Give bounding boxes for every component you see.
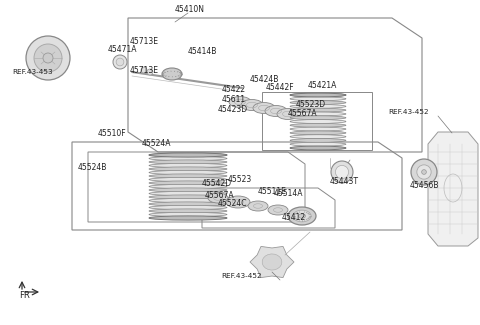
- Text: 45422: 45422: [222, 85, 246, 95]
- Text: 45524C: 45524C: [218, 200, 248, 209]
- Text: 45412: 45412: [282, 214, 306, 223]
- Text: 45542D: 45542D: [202, 179, 232, 188]
- Ellipse shape: [149, 163, 227, 168]
- Ellipse shape: [149, 191, 227, 196]
- Ellipse shape: [293, 210, 311, 222]
- Ellipse shape: [290, 97, 346, 101]
- Ellipse shape: [149, 209, 227, 213]
- Text: 45524A: 45524A: [142, 139, 171, 149]
- Text: REF.43-452: REF.43-452: [222, 273, 262, 279]
- Ellipse shape: [241, 99, 263, 111]
- Ellipse shape: [290, 138, 346, 142]
- Ellipse shape: [268, 205, 288, 215]
- Ellipse shape: [290, 135, 346, 138]
- Text: 45523D: 45523D: [296, 100, 326, 110]
- Ellipse shape: [253, 102, 275, 113]
- Ellipse shape: [229, 97, 251, 108]
- Text: 45524B: 45524B: [78, 163, 108, 173]
- Ellipse shape: [331, 161, 353, 183]
- Text: 45567A: 45567A: [288, 110, 318, 119]
- Text: 45471A: 45471A: [108, 46, 137, 55]
- Text: REF.43-453: REF.43-453: [12, 69, 53, 75]
- Text: 45510F: 45510F: [98, 129, 127, 138]
- Ellipse shape: [149, 188, 227, 192]
- Text: FR: FR: [19, 291, 30, 300]
- Ellipse shape: [277, 109, 299, 120]
- Ellipse shape: [290, 142, 346, 146]
- Ellipse shape: [290, 112, 346, 116]
- Ellipse shape: [411, 159, 437, 185]
- Ellipse shape: [149, 202, 227, 206]
- Ellipse shape: [149, 198, 227, 202]
- Text: 45514A: 45514A: [274, 189, 303, 199]
- Text: 45456B: 45456B: [410, 181, 440, 190]
- Ellipse shape: [421, 170, 426, 174]
- Ellipse shape: [149, 181, 227, 185]
- Ellipse shape: [26, 36, 70, 80]
- Ellipse shape: [43, 53, 53, 63]
- Text: 45523: 45523: [228, 176, 252, 185]
- Ellipse shape: [147, 69, 153, 75]
- Text: 45567A: 45567A: [205, 191, 235, 201]
- Ellipse shape: [290, 93, 346, 97]
- Ellipse shape: [226, 196, 250, 208]
- Ellipse shape: [149, 167, 227, 171]
- Polygon shape: [428, 132, 478, 246]
- Ellipse shape: [149, 153, 227, 157]
- Ellipse shape: [162, 68, 182, 80]
- Polygon shape: [262, 254, 282, 270]
- Ellipse shape: [149, 160, 227, 164]
- Text: 45442F: 45442F: [266, 84, 295, 93]
- Ellipse shape: [149, 216, 227, 220]
- Text: 45410N: 45410N: [175, 6, 205, 15]
- Text: 45424B: 45424B: [250, 75, 279, 84]
- Ellipse shape: [290, 131, 346, 135]
- Ellipse shape: [290, 108, 346, 112]
- Ellipse shape: [290, 146, 346, 150]
- Polygon shape: [250, 246, 294, 278]
- Ellipse shape: [149, 156, 227, 161]
- Ellipse shape: [288, 207, 316, 225]
- Ellipse shape: [248, 201, 268, 211]
- Ellipse shape: [290, 104, 346, 108]
- Text: 45611: 45611: [222, 96, 246, 105]
- Ellipse shape: [113, 55, 127, 69]
- Ellipse shape: [265, 106, 287, 116]
- Text: REF.43-452: REF.43-452: [388, 109, 429, 115]
- Text: 45421A: 45421A: [308, 82, 337, 90]
- Ellipse shape: [290, 101, 346, 104]
- Ellipse shape: [149, 184, 227, 188]
- Ellipse shape: [149, 170, 227, 175]
- Ellipse shape: [290, 127, 346, 131]
- Ellipse shape: [417, 165, 431, 179]
- Ellipse shape: [149, 177, 227, 182]
- Ellipse shape: [149, 213, 227, 216]
- Text: 45511E: 45511E: [258, 188, 287, 197]
- Ellipse shape: [290, 124, 346, 127]
- Ellipse shape: [208, 193, 228, 203]
- Ellipse shape: [149, 205, 227, 210]
- Ellipse shape: [299, 214, 305, 218]
- Ellipse shape: [149, 174, 227, 178]
- Text: 45713E: 45713E: [130, 66, 159, 74]
- Ellipse shape: [290, 120, 346, 124]
- Ellipse shape: [141, 67, 147, 73]
- Ellipse shape: [116, 58, 124, 66]
- Ellipse shape: [290, 116, 346, 120]
- Ellipse shape: [149, 153, 227, 157]
- Ellipse shape: [290, 93, 346, 97]
- Ellipse shape: [149, 195, 227, 199]
- Text: 45423D: 45423D: [218, 106, 248, 114]
- Text: 45443T: 45443T: [330, 177, 359, 187]
- Text: 45713E: 45713E: [130, 37, 159, 46]
- Ellipse shape: [336, 165, 348, 179]
- Text: 45414B: 45414B: [188, 47, 217, 57]
- Ellipse shape: [34, 44, 62, 72]
